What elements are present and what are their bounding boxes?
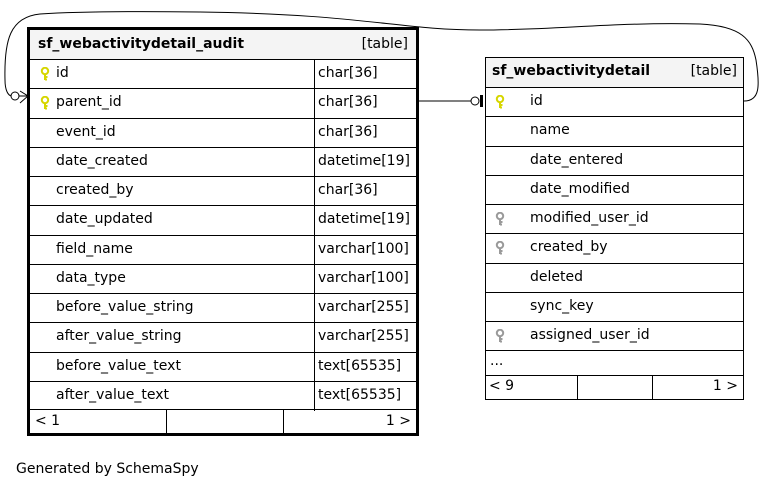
column-name: date_updated xyxy=(56,211,153,228)
table-type: [table] xyxy=(690,63,737,79)
column-name: assigned_user_id xyxy=(530,327,650,343)
column-row[interactable]: before_value_text text[65535] xyxy=(30,351,416,382)
table-type: [table] xyxy=(361,36,408,52)
foreign-key-icon xyxy=(495,211,505,226)
table-sf-webactivitydetail-audit[interactable]: sf_webactivitydetail_audit [table] id cha… xyxy=(27,27,419,436)
column-divider xyxy=(314,177,315,207)
footer-parents-count: < 9 xyxy=(489,378,515,394)
column-divider xyxy=(314,381,315,411)
column-row[interactable]: data_type varchar[100] xyxy=(30,263,416,294)
table-name: sf_webactivitydetail xyxy=(492,63,651,79)
column-row[interactable]: date_created datetime[19] xyxy=(30,146,416,177)
column-name: date_created xyxy=(56,152,148,169)
footer-children-count: 1 > xyxy=(385,413,411,429)
column-type: varchar[100] xyxy=(318,269,409,286)
footer-divider xyxy=(652,376,653,400)
column-name: event_id xyxy=(56,123,116,140)
foreign-key-icon xyxy=(495,241,505,255)
footer-divider xyxy=(283,410,284,434)
column-type: varchar[255] xyxy=(318,299,409,315)
column-name: data_type xyxy=(56,269,126,286)
foreign-key-icon xyxy=(495,328,505,343)
column-type: char[36] xyxy=(318,123,378,140)
column-row[interactable]: created_by xyxy=(486,233,743,263)
primary-key-icon xyxy=(495,94,505,109)
column-divider xyxy=(314,294,315,324)
column-name: created_by xyxy=(56,182,134,198)
footer-parents-count: < 1 xyxy=(35,413,61,429)
column-name: sync_key xyxy=(530,297,594,314)
more-columns-label: ... xyxy=(490,353,504,369)
column-row[interactable]: parent_id char[36] xyxy=(30,88,416,119)
column-divider xyxy=(314,206,315,236)
column-name: id xyxy=(530,93,543,109)
generated-by-label: Generated by SchemaSpy xyxy=(16,461,199,477)
column-row[interactable]: after_value_text text[65535] xyxy=(30,380,416,411)
column-divider xyxy=(314,89,315,119)
column-name: after_value_text xyxy=(56,386,169,403)
column-divider xyxy=(314,323,315,353)
column-name: before_value_text xyxy=(56,357,181,374)
table-footer: < 9 1 > xyxy=(486,375,743,400)
column-name: before_value_string xyxy=(56,299,194,315)
column-row[interactable]: deleted xyxy=(486,262,743,293)
column-type: char[36] xyxy=(318,182,378,198)
footer-divider xyxy=(166,410,167,434)
column-row[interactable]: before_value_string varchar[255] xyxy=(30,293,416,324)
relationship-optional-marker xyxy=(10,91,20,101)
relationship-line-id xyxy=(4,11,759,102)
column-type: text[65535] xyxy=(318,386,402,403)
column-divider xyxy=(314,147,315,177)
column-divider xyxy=(314,60,315,90)
column-name: field_name xyxy=(56,240,133,257)
column-name: modified_user_id xyxy=(530,210,649,226)
column-name: after_value_string xyxy=(56,328,182,345)
column-row[interactable]: id char[36] xyxy=(30,59,416,90)
table-name: sf_webactivitydetail_audit xyxy=(38,36,245,52)
column-type: datetime[19] xyxy=(318,211,410,228)
column-type: varchar[100] xyxy=(318,240,409,257)
primary-key-icon xyxy=(40,66,50,81)
column-row[interactable]: modified_user_id xyxy=(486,204,743,234)
column-row[interactable]: after_value_string varchar[255] xyxy=(30,322,416,353)
column-name: created_by xyxy=(530,239,608,256)
column-row[interactable]: sync_key xyxy=(486,291,743,322)
table-sf-webactivitydetail[interactable]: sf_webactivitydetail [table] id name date_… xyxy=(485,57,744,400)
column-divider xyxy=(314,264,315,294)
relationship-one-marker xyxy=(480,95,483,107)
relationship-optional-marker xyxy=(470,96,480,106)
column-row[interactable]: event_id char[36] xyxy=(30,117,416,148)
column-name: deleted xyxy=(530,268,583,285)
table-header: sf_webactivitydetail_audit [table] xyxy=(30,30,416,59)
column-type: text[65535] xyxy=(318,357,402,374)
column-name: id xyxy=(56,65,69,81)
column-name: name xyxy=(530,122,570,139)
column-name: date_entered xyxy=(530,151,624,168)
table-header: sf_webactivitydetail [table] xyxy=(486,58,743,87)
column-row[interactable]: field_name varchar[100] xyxy=(30,234,416,265)
more-columns: ... xyxy=(486,350,743,376)
column-divider xyxy=(314,118,315,148)
column-row[interactable]: created_by char[36] xyxy=(30,176,416,207)
column-type: varchar[255] xyxy=(318,328,409,345)
column-divider xyxy=(314,235,315,265)
column-divider xyxy=(314,352,315,382)
column-name: date_modified xyxy=(530,180,630,197)
column-row[interactable]: date_entered xyxy=(486,145,743,176)
primary-key-icon xyxy=(40,96,50,110)
column-row[interactable]: date_modified xyxy=(486,174,743,205)
column-row[interactable]: date_updated datetime[19] xyxy=(30,205,416,236)
column-name: parent_id xyxy=(56,94,122,111)
column-type: char[36] xyxy=(318,94,378,111)
column-row[interactable]: assigned_user_id xyxy=(486,321,743,351)
column-type: datetime[19] xyxy=(318,152,410,169)
table-footer: < 1 1 > xyxy=(30,409,416,434)
column-row[interactable]: name xyxy=(486,116,743,146)
footer-divider xyxy=(577,376,578,400)
column-row[interactable]: id xyxy=(486,87,743,117)
column-type: char[36] xyxy=(318,65,378,81)
footer-children-count: 1 > xyxy=(712,378,738,394)
